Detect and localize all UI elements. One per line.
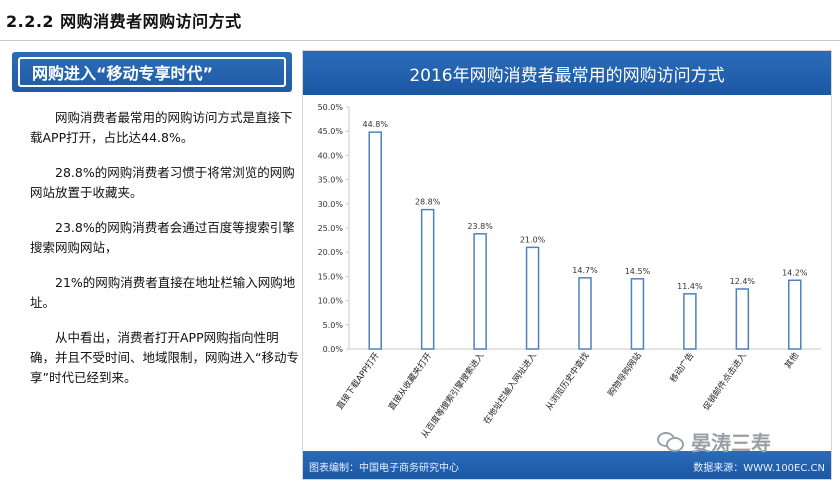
banner: 网购进入“移动专享时代” [12,52,292,92]
title-divider [0,40,840,41]
y-tick-label: 30.0% [318,200,344,209]
y-tick-label: 20.0% [318,248,344,257]
chart-panel: 2016年网购消费者最常用的网购访问方式 0.0% 5.0% 10.0% 15.0% 2… [302,50,832,480]
x-tick-label: 直接下载APP打开 [334,350,382,412]
bar-value-label: 23.8% [467,222,493,231]
x-tick-label: 在地址栏输入网址进入 [481,350,539,426]
bar [630,278,645,350]
y-tick-label: 25.0% [318,224,344,233]
watermark: 晏涛三寿 [657,426,837,456]
chart-footer: 图表编制：中国电子商务研究中心 数据来源：WWW.100EC.CN [303,451,831,479]
chart-title: 2016年网购消费者最常用的网购访问方式 [303,51,831,95]
chart-source-right: 数据来源：WWW.100EC.CN [693,463,825,474]
x-tick-label: 促销邮件点击进入 [701,350,749,412]
bar-value-label: 44.8% [363,120,389,129]
bar-value-label: 11.4% [677,282,703,291]
y-tick-label: 50.0% [318,103,344,112]
paragraph-2: 28.8%的网购消费者习惯于将常浏览的网购网站放置于收藏夹。 [30,165,295,200]
bar-value-label: 21.0% [520,235,546,244]
paragraph-4: 21%的网购消费者直接在地址栏输入网购地址。 [30,275,296,310]
bar [525,246,540,350]
bar [578,277,592,350]
bar-value-label: 14.5% [625,267,651,276]
paragraph-3: 23.8%的网购消费者会通过百度等搜索引擎搜索网购网站， [30,220,295,255]
x-tick-label: 购物导购网站 [606,350,645,398]
bar-value-label: 28.8% [415,198,441,207]
bar [735,288,750,350]
paragraph-1: 网购消费者最常用的网购访问方式是直接下载APP打开，占比达44.8%。 [30,110,293,145]
bar [368,131,382,350]
bar-chart: 0.0% 5.0% 10.0% 15.0% 20.0% 25.0% 30.0% 35.0% 40… [318,103,821,440]
y-tick-label: 45.0% [318,127,344,136]
bar [473,233,487,350]
bar-value-label: 14.7% [572,266,598,275]
watermark-text: 晏涛三寿 [691,430,771,455]
bar-value-label: 14.2% [782,268,808,277]
bar [420,208,435,350]
y-tick-label: 10.0% [318,297,344,306]
bar [683,293,697,350]
x-tick-label: 直接从收藏夹打开 [386,350,434,412]
x-tick-label: 从浏览历史中查找 [543,350,591,412]
description-text: 网购消费者最常用的网购访问方式是直接下载APP打开，占比达44.8%。 28.8… [30,108,300,403]
chart-source-left: 图表编制：中国电子商务研究中心 [309,463,459,474]
y-tick-label: 35.0% [318,176,344,185]
x-tick-label: 其他 [782,350,801,371]
bar [788,279,802,350]
x-tick-label: 移动广告 [668,350,697,384]
bar-value-label: 12.4% [730,277,756,286]
banner-label: 网购进入“移动专享时代” [18,57,286,87]
section-title: 2.2.2 网购消费者网购访问方式 [6,12,242,31]
y-tick-label: 40.0% [318,151,344,160]
wechat-icon [657,431,684,452]
paragraph-5: 从中看出，消费者打开APP网购指向性明确，并且不受时间、地域限制，网购进入“移动… [30,330,299,385]
y-tick-label: 15.0% [318,272,344,281]
y-tick-label: 0.0% [323,345,344,354]
y-tick-label: 5.0% [323,321,344,330]
